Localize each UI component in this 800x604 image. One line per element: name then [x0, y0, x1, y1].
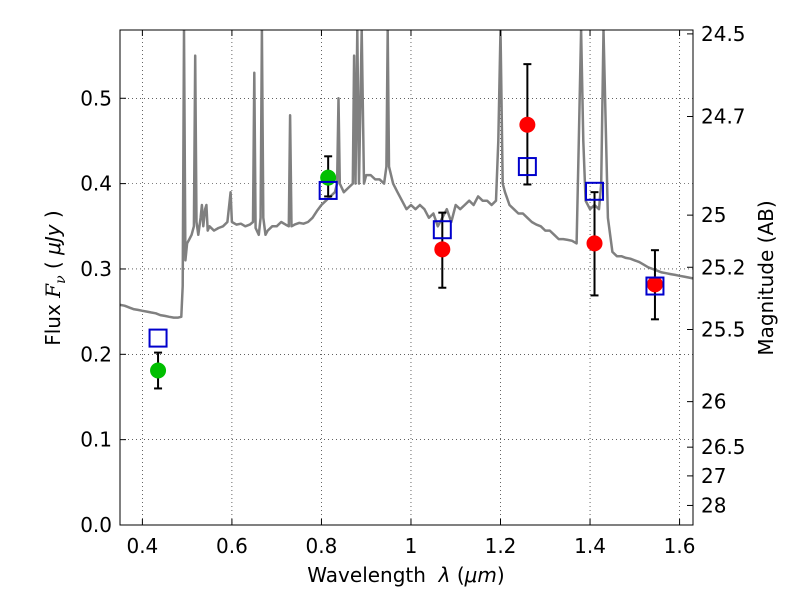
y2-tick-label: 25.2: [701, 255, 746, 279]
y2-tick-label: 25.5: [701, 317, 746, 341]
y2-tick-label: 26.5: [701, 435, 746, 459]
model-spectrum-line: [120, 30, 693, 319]
x-tick-label: 1: [405, 534, 418, 558]
axis-ticks: 0.4 0.6 0.8 1 1.2 1.4 1.6 0.0 0.1 0.2 0.3 0.4 0.5 24.…: [80, 22, 745, 558]
y2-axis-label: Magnitude (AB): [754, 200, 778, 355]
y2-tick-label: 26: [701, 390, 726, 414]
x-tick-label: 0.6: [216, 534, 248, 558]
red-data-point: [519, 116, 536, 133]
model-square-marker: [432, 220, 452, 240]
y-tick-label: 0.1: [80, 428, 112, 452]
y-axis-label: Flux Fν ( μJy ): [41, 210, 69, 346]
y-tick-label: 0.0: [80, 513, 112, 537]
x-tick-label: 1.2: [485, 534, 517, 558]
y-tick-label: 0.4: [80, 172, 112, 196]
plot-area: [120, 30, 693, 390]
grid: [120, 30, 693, 526]
x-tick-label: 1.4: [574, 534, 606, 558]
red-data-point: [646, 276, 663, 293]
y2-tick-label: 28: [701, 493, 726, 517]
x-tick-label: 1.6: [664, 534, 696, 558]
x-tick-label: 0.4: [126, 534, 158, 558]
plot-frame: [119, 29, 694, 526]
x-tick-label: 0.8: [306, 534, 338, 558]
green-data-point: [320, 169, 337, 186]
y2-tick-label: 25: [701, 203, 726, 227]
y-tick-label: 0.3: [80, 257, 112, 281]
model-square-marker: [148, 328, 168, 348]
red-data-point: [434, 241, 451, 258]
y2-tick-label: 27: [701, 464, 726, 488]
model-square-marker: [517, 157, 537, 177]
y2-tick-label: 24.7: [701, 105, 746, 129]
y-tick-label: 0.5: [80, 86, 112, 110]
model-square-marker: [585, 181, 605, 201]
y2-tick-label: 24.5: [701, 22, 746, 46]
red-data-point: [586, 235, 603, 252]
model-square-marker: [645, 276, 665, 296]
model-square-marker: [318, 180, 338, 200]
green-data-point: [150, 362, 167, 379]
x-axis-label: Wavelength λ (μm): [307, 563, 504, 587]
y-tick-label: 0.2: [80, 342, 112, 366]
